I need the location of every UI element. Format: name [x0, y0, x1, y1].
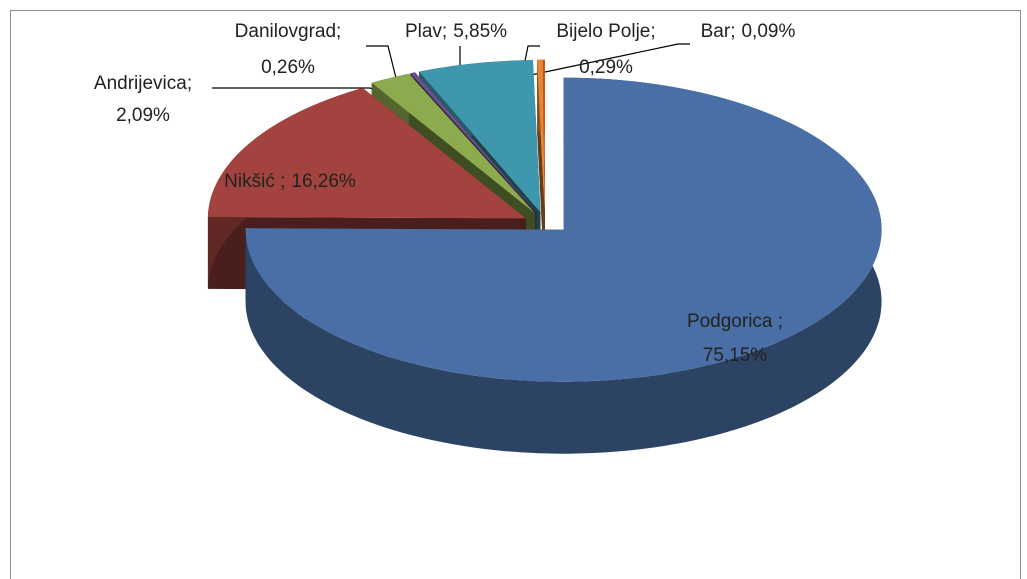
slice [245, 77, 882, 382]
label-value: 2,09% [116, 105, 170, 126]
label-value: 0,09% [741, 21, 795, 42]
leader-line [366, 45, 399, 87]
label-value: 16,26% [291, 171, 356, 192]
label-category: Andrijevica; [94, 73, 192, 94]
slice [207, 87, 526, 219]
slice [419, 60, 541, 213]
slice [537, 59, 545, 212]
data-labels: Podgorica ; 75,15% Nikšić ; 16,26% Andrijevi… [94, 21, 796, 366]
data-label: Bar; 0,09% [701, 21, 796, 42]
leader-line [525, 43, 690, 77]
slice [410, 72, 537, 213]
label-value: 75,15% [703, 345, 768, 366]
label-category: Danilovgrad; [235, 21, 342, 42]
slice [371, 73, 535, 214]
label-category: Podgorica ; [687, 311, 783, 332]
label-value: 5,85% [453, 21, 507, 42]
label-category: Bar; [701, 21, 736, 42]
label-value: 0,26% [261, 57, 315, 78]
data-label: Plav; 5,85% [405, 21, 507, 42]
label-category: Bijelo Polje; [556, 21, 655, 42]
data-label: Nikšić ; 16,26% [224, 171, 356, 192]
pie-tops [207, 59, 882, 382]
slice [543, 59, 545, 212]
label-value: 0,29% [579, 57, 633, 78]
label-category: Nikšić ; [224, 171, 285, 192]
label-category: Plav; [405, 21, 447, 42]
